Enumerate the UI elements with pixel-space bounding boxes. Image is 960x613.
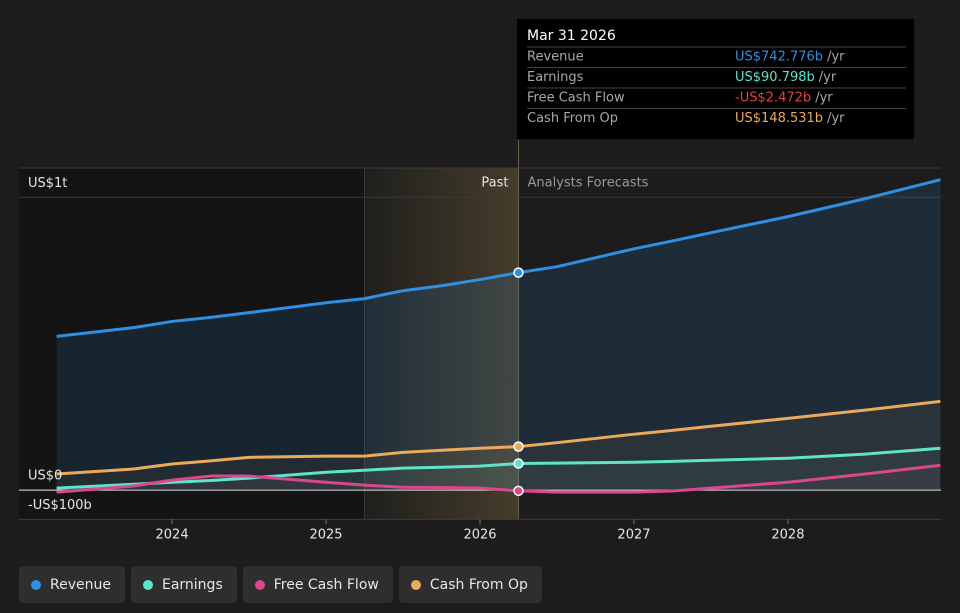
tooltip-value: -US$2.472b <box>735 91 811 106</box>
legend-label: Revenue <box>50 576 111 593</box>
past-band <box>364 168 519 520</box>
series-line <box>56 178 941 338</box>
tooltip-label: Earnings <box>527 70 584 85</box>
chart: Past Analysts Forecasts US$1t US$0 -US$100b 2… <box>19 19 941 543</box>
series-line <box>56 463 941 494</box>
legend-item[interactable]: Cash From Op <box>398 566 542 603</box>
hover-dot <box>513 458 524 469</box>
hover-dot <box>513 485 524 497</box>
legend-label: Free Cash Flow <box>273 576 379 593</box>
tooltip-label: Revenue <box>527 50 584 65</box>
legend-label: Cash From Op <box>429 576 528 593</box>
legend-item[interactable]: Earnings <box>130 566 237 603</box>
series-area <box>56 401 941 491</box>
legend-swatch <box>254 579 265 590</box>
tooltip-suffix: /yr <box>819 70 837 85</box>
tooltip-box <box>517 19 914 139</box>
legend-item[interactable]: Free Cash Flow <box>242 566 393 603</box>
hover-dot <box>513 441 524 452</box>
y-tick-label: US$1t <box>28 176 67 191</box>
tooltip-value: US$148.531b <box>735 111 823 126</box>
legend-label: Earnings <box>161 576 223 593</box>
hover-dot <box>513 267 524 278</box>
x-tick-label: 2026 <box>463 528 496 543</box>
legend-item[interactable]: Revenue <box>19 566 125 603</box>
x-tick-label: 2027 <box>617 528 650 543</box>
labels: Past Analysts Forecasts US$1t US$0 -US$100b 2… <box>28 176 804 543</box>
legend-swatch <box>410 579 421 590</box>
tooltip-suffix: /yr <box>815 91 833 106</box>
grid <box>19 196 941 525</box>
series-line <box>56 446 941 490</box>
series-area <box>56 465 941 493</box>
x-tick-label: 2025 <box>309 528 342 543</box>
forecast-label: Analysts Forecasts <box>527 176 648 191</box>
background <box>19 140 941 520</box>
y-tick-label: US$0 <box>28 469 62 484</box>
tooltip-title: Mar 31 2026 <box>527 28 616 44</box>
tooltip: Mar 31 2026 Revenue US$742.776b/yr Earnings… <box>517 19 914 139</box>
series-line <box>56 399 941 476</box>
tooltip-suffix: /yr <box>827 50 845 65</box>
past-label: Past <box>481 176 508 191</box>
legend-swatch <box>31 579 41 590</box>
tooltip-label: Cash From Op <box>527 111 618 126</box>
tooltip-value: US$742.776b <box>735 50 823 65</box>
tooltip-label: Free Cash Flow <box>527 91 625 106</box>
series-area <box>56 179 941 491</box>
y-tick-label: -US$100b <box>28 498 92 513</box>
x-tick-label: 2024 <box>156 528 189 543</box>
tooltip-suffix: /yr <box>827 111 845 126</box>
x-tick-label: 2028 <box>771 528 804 543</box>
history-shade <box>19 168 365 520</box>
legend-swatch <box>142 579 153 590</box>
legend: Revenue Earnings Free Cash Flow Cash From O… <box>19 566 542 603</box>
areas <box>56 179 941 493</box>
tooltip-value: US$90.798b <box>735 70 815 85</box>
lines <box>56 178 941 497</box>
